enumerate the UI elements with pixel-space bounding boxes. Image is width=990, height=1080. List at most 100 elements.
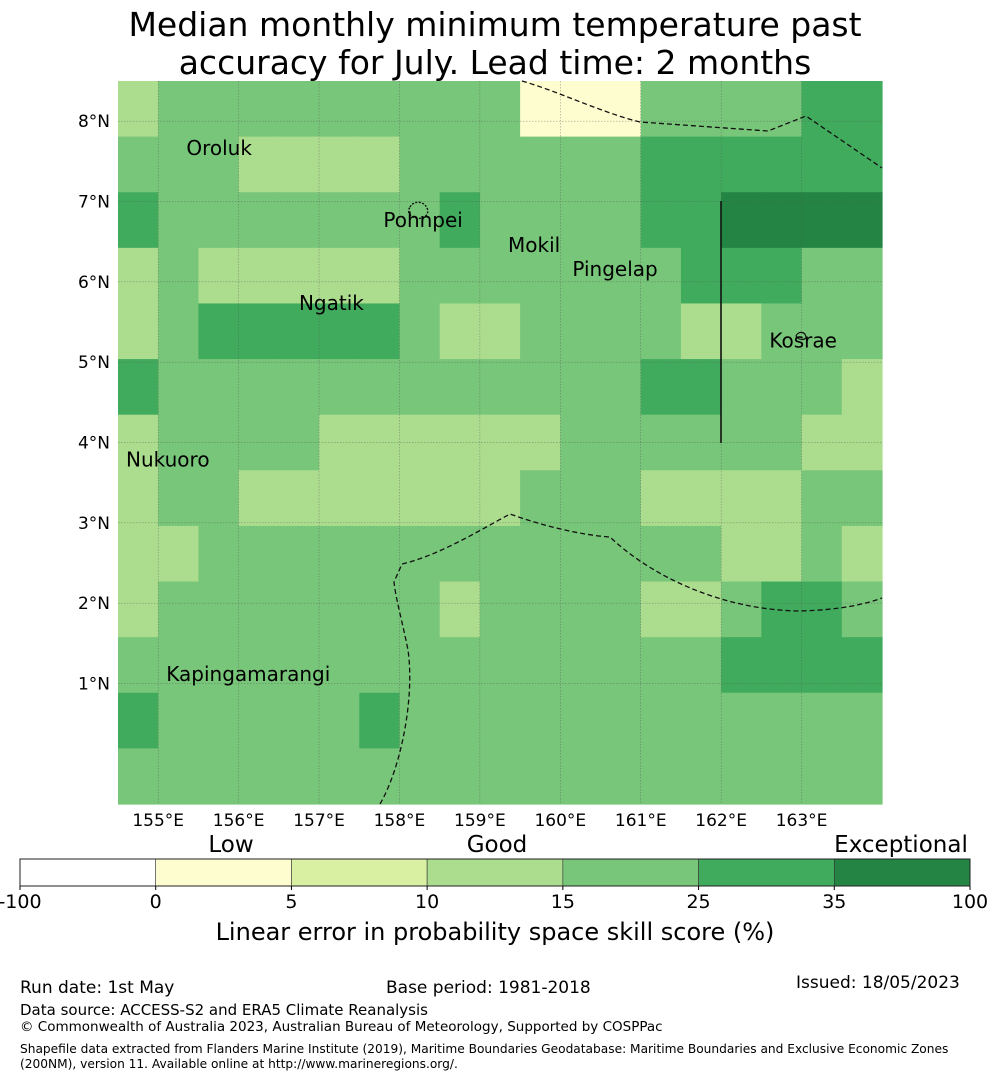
grid-cell [238, 303, 280, 360]
kosrae-outline [795, 331, 807, 341]
grid-cell [439, 136, 481, 193]
grid-cell [238, 748, 280, 805]
grid-cell [319, 247, 360, 305]
grid-cell [319, 414, 360, 471]
grid-cell [680, 247, 722, 305]
grid-cell [359, 303, 401, 360]
grid-cell [198, 637, 240, 694]
grid-cell [399, 470, 441, 527]
grid-cell [841, 581, 883, 638]
latitude-ticks: 1°N 2°N 3°N 4°N 5°N 6°N 7°N 8°N [78, 112, 110, 694]
grid-cell [761, 136, 803, 193]
grid-cell [801, 414, 843, 471]
grid-cell [479, 581, 521, 638]
grid-cell [600, 470, 642, 527]
grid-cell [158, 303, 200, 360]
place-label: Oroluk [186, 136, 252, 160]
data-source: Data source: ACCESS-S2 and ERA5 Climate … [20, 1001, 428, 1019]
grid-cell [520, 581, 561, 638]
island-outlines [407, 201, 807, 341]
grid-cell [640, 470, 682, 527]
grid-cell [761, 470, 803, 527]
grid-cell [560, 359, 602, 416]
grid-cell [198, 192, 240, 249]
grid-cell [600, 748, 642, 805]
grid-cell [841, 81, 883, 138]
grid-cell [479, 748, 521, 805]
colorbar-segment [833, 858, 971, 887]
grid-cell [479, 81, 521, 138]
grid-cell [560, 470, 602, 527]
colorbar-tick-label: 35 [822, 891, 846, 913]
grid-cell [479, 525, 521, 583]
grid-cell [841, 192, 883, 249]
grid-cell [319, 470, 360, 527]
grid-cell [640, 748, 682, 805]
grid-cell [680, 692, 722, 749]
grid-cell [761, 525, 803, 583]
grid-cell [158, 81, 200, 138]
grid-cell [238, 414, 280, 471]
grid-cell [319, 81, 360, 138]
grid-cell [198, 414, 240, 471]
grid-cell [278, 470, 320, 527]
issued-date: Issued: 18/05/2023 [796, 973, 960, 993]
grid-cell [118, 414, 159, 471]
grid-cell [600, 81, 642, 138]
grid-cell [640, 414, 682, 471]
grid-cell [238, 525, 280, 583]
grid-cell [560, 692, 602, 749]
colorbar-tick-label: 100 [952, 891, 988, 913]
grid-cell [238, 192, 280, 249]
grid-cell [801, 136, 843, 193]
grid-cell [479, 414, 521, 471]
grid-cell [198, 581, 240, 638]
grid-cell [841, 525, 883, 583]
grid-cell [841, 748, 883, 805]
grid-cell [479, 359, 521, 416]
grid-cell [560, 136, 602, 193]
grid-cell [841, 359, 883, 416]
longitude-tick-label: 159°E [454, 811, 506, 831]
grid-cell [118, 136, 159, 193]
grid-cell [479, 247, 521, 305]
grid-cell [278, 192, 320, 249]
grid-cell [359, 136, 401, 193]
colorbar-frame [19, 858, 971, 887]
grid-cell [640, 359, 682, 416]
title-line-2: accuracy for July. Lead time: 2 months [178, 43, 812, 82]
grid-cell [359, 525, 401, 583]
grid-cell [399, 136, 441, 193]
copyright: © Commonwealth of Australia 2023, Austra… [20, 1019, 663, 1035]
grid-cell [439, 748, 481, 805]
eez-boundary-south [379, 513, 883, 805]
colorbar-tick-label: 5 [285, 891, 297, 913]
grid-cell [399, 748, 441, 805]
grid-cell [680, 414, 722, 471]
grid-cell [479, 692, 521, 749]
latitude-tick-label: 6°N [78, 273, 110, 293]
grid-cell [640, 192, 682, 249]
grid-cell [479, 637, 521, 694]
colorbar-segment [426, 858, 564, 887]
grid-cell [761, 748, 803, 805]
grid-cell [560, 637, 602, 694]
colorbar-category-label: Exceptional [834, 832, 968, 858]
grid-cell [520, 470, 561, 527]
colorbar-tick-label: 0 [150, 891, 162, 913]
grid-cell [439, 470, 481, 527]
grid-cell [520, 692, 561, 749]
grid-cell [439, 414, 481, 471]
grid-cell [278, 247, 320, 305]
grid-cell [278, 81, 320, 138]
grid-cell [600, 192, 642, 249]
grid-cell [640, 303, 682, 360]
colorbar: -100 0 5 10 15 25 35 100 Low Good Exceptional [0, 832, 988, 913]
longitude-tick-label: 155°E [132, 811, 184, 831]
grid-cell [399, 303, 441, 360]
grid-cell [721, 692, 762, 749]
eez-boundary-north [521, 80, 883, 169]
latitude-tick-label: 8°N [78, 112, 110, 132]
grid-cell [680, 81, 722, 138]
grid-cell [600, 136, 642, 193]
